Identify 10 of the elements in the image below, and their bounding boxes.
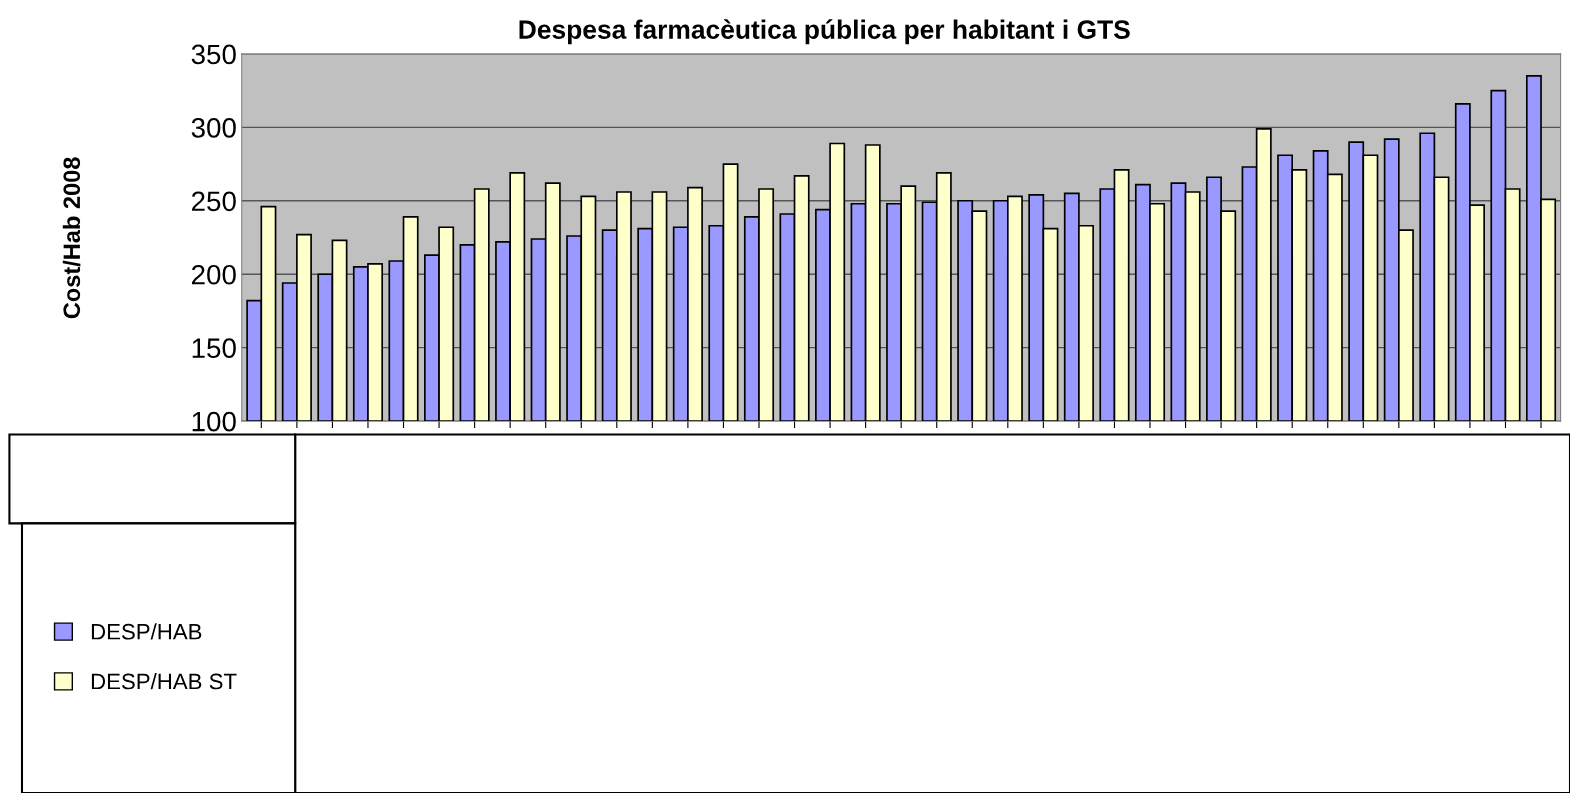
y-tick-label: 100 bbox=[192, 411, 236, 432]
y-tick-label: 150 bbox=[192, 338, 236, 358]
y-tick-label: 250 bbox=[191, 191, 236, 212]
legend-label: DESP/HAB ST bbox=[91, 672, 237, 690]
legend-label: DESP/HAB bbox=[91, 623, 202, 640]
y-tick-label: 350 bbox=[191, 44, 236, 65]
y-tick-label: 300 bbox=[191, 118, 236, 138]
y-axis-title: Cost/Hab 2008 bbox=[62, 157, 81, 319]
chart-title: Despesa farmacèutica pública per habitant i GTS bbox=[519, 19, 1130, 45]
y-tick-label: 200 bbox=[191, 264, 236, 285]
